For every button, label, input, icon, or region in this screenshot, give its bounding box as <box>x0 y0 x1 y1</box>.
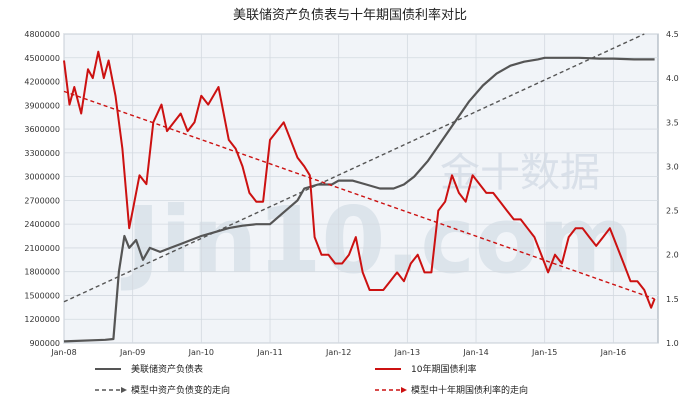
right-tick-label: 2.0 <box>666 251 679 260</box>
left-tick-label: 4800000 <box>24 30 60 39</box>
fed-balance-line <box>63 56 655 343</box>
legend-arrow <box>121 387 127 393</box>
x-tick-label: Jan-10 <box>188 348 214 357</box>
chart-title: 美联储资产负债表与十年期国债利率对比 <box>232 8 467 23</box>
x-tick-label: Jan-14 <box>462 348 488 357</box>
fed-model-trend-line <box>63 33 645 303</box>
legend-arrow <box>401 387 407 393</box>
x-tick-label: Jan-12 <box>325 348 351 357</box>
legend-item-yield-model: 模型中十年期国债利率的走向 <box>375 384 528 396</box>
treasury-yield-line <box>63 50 656 309</box>
x-tick-label: Jan-16 <box>600 348 626 357</box>
left-tick-label: 4500000 <box>24 54 60 63</box>
left-tick-label: 3900000 <box>24 101 60 110</box>
plot-area <box>63 33 659 344</box>
left-tick-label: 3600000 <box>24 125 60 134</box>
x-tick-label: Jan-13 <box>394 348 420 357</box>
left-tick-label: 4200000 <box>24 78 60 87</box>
right-tick-label: 4.0 <box>666 74 679 83</box>
right-tick-label: 2.5 <box>666 207 679 216</box>
right-tick-label: 3.5 <box>666 118 679 127</box>
left-tick-label: 1800000 <box>24 268 60 277</box>
legend-item-treasury-yield: 10年期国债利率 <box>375 363 476 375</box>
legend-label: 模型中十年期国债利率的走向 <box>411 384 528 396</box>
left-tick-label: 1200000 <box>24 315 60 324</box>
left-tick-label: 1500000 <box>24 291 60 300</box>
legend-label: 10年期国债利率 <box>411 363 476 375</box>
left-tick-label: 3000000 <box>24 173 60 182</box>
right-tick-label: 1.0 <box>666 339 679 348</box>
watermark-cjk: 金十数据 <box>440 150 600 196</box>
x-tick-label: Jan-08 <box>50 348 76 357</box>
right-tick-label: 3.0 <box>666 162 679 171</box>
left-tick-label: 2700000 <box>24 196 60 205</box>
x-tick-label: Jan-11 <box>256 348 282 357</box>
legend-label: 模型中资产负债变的走向 <box>131 384 230 396</box>
legend-label: 美联储资产负债表 <box>131 363 203 375</box>
yield-model-trend-line <box>63 90 655 300</box>
left-tick-label: 900000 <box>29 339 60 348</box>
left-tick-label: 2400000 <box>24 220 60 229</box>
legend-item-fed-balance: 美联储资产负债表 <box>95 363 203 375</box>
left-tick-label: 2100000 <box>24 244 60 253</box>
watermark-latin: Jin10.com <box>120 187 634 294</box>
legend-item-fed-model: 模型中资产负债变的走向 <box>95 384 230 396</box>
x-tick-label: Jan-15 <box>531 348 557 357</box>
right-tick-label: 1.5 <box>666 295 679 304</box>
x-tick-label: Jan-09 <box>119 348 145 357</box>
left-tick-label: 3300000 <box>24 149 60 158</box>
right-tick-label: 4.5 <box>666 30 679 39</box>
